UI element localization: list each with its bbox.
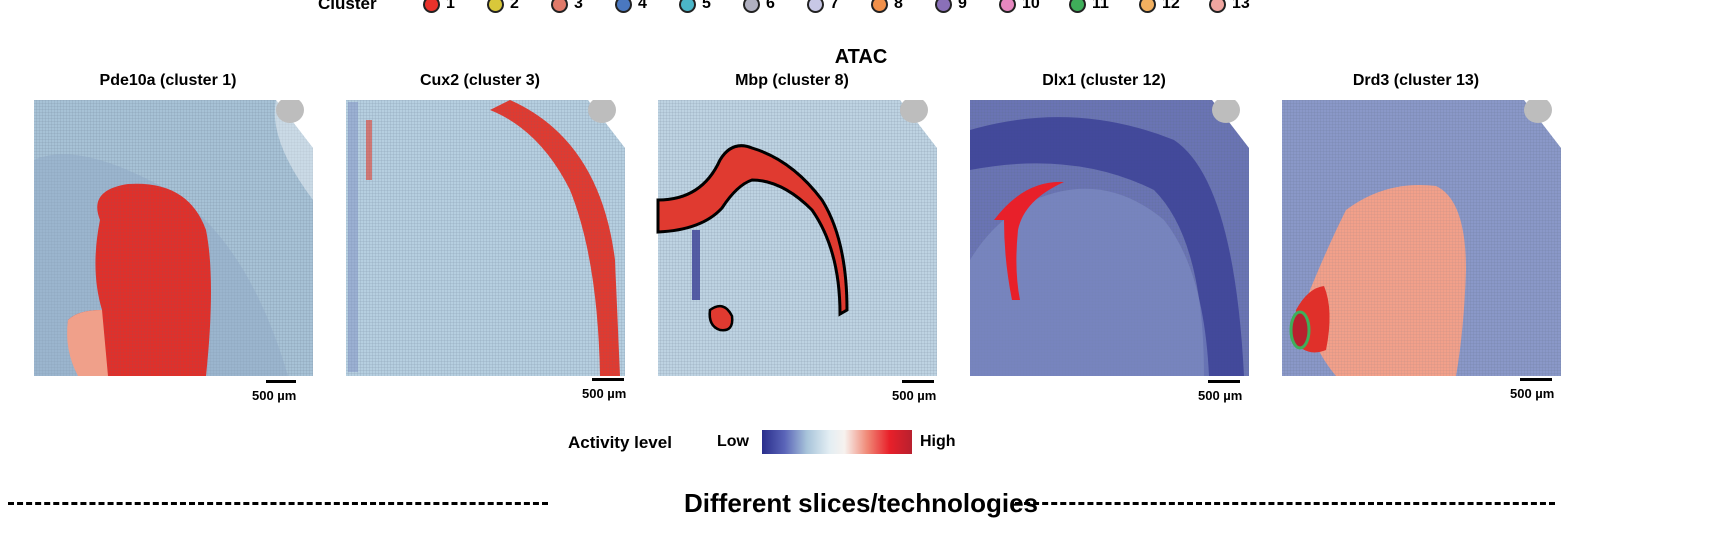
tissue-map-cux2 — [346, 100, 625, 376]
panel-mbp: Mbp (cluster 8) 500 µm — [642, 72, 942, 412]
panel-drd3: Drd3 (cluster 13) 500 µm — [1266, 72, 1566, 412]
legend-item: 9 — [935, 0, 967, 15]
tissue-map-mbp — [656, 100, 937, 376]
legend-dot — [807, 0, 824, 13]
legend-item: 13 — [1209, 0, 1250, 15]
legend-dot — [999, 0, 1016, 13]
panel-title: Drd3 (cluster 13) — [1352, 72, 1480, 89]
main-title: ATAC — [834, 46, 888, 68]
legend-dot — [679, 0, 696, 13]
scale-label: 500 µm — [892, 388, 937, 403]
section-title: Different slices/technologies — [684, 488, 1038, 518]
legend-item: 2 — [487, 0, 519, 15]
legend-label: 2 — [510, 0, 519, 12]
scale-bar — [592, 378, 624, 381]
scale-label: 500 µm — [582, 386, 627, 401]
panel-title: Pde10a (cluster 1) — [99, 72, 237, 89]
tissue-map-dlx1 — [970, 100, 1249, 376]
panel-title: Mbp (cluster 8) — [735, 72, 849, 89]
legend-dot — [551, 0, 568, 13]
colorbar-gradient — [762, 430, 912, 454]
legend-label: 7 — [830, 0, 839, 12]
legend-label: 3 — [574, 0, 583, 12]
tissue-map-drd3 — [1282, 100, 1561, 376]
panel-pde10a: Pde10a (cluster 1) 500 µm — [18, 72, 318, 412]
legend-label: 9 — [958, 0, 967, 12]
legend-item: 3 — [551, 0, 583, 15]
legend-dot — [423, 0, 440, 13]
scale-bar — [902, 380, 934, 383]
legend-item: 11 — [1069, 0, 1109, 15]
legend-dot — [487, 0, 504, 13]
legend-dot — [1069, 0, 1086, 13]
legend-label: 13 — [1232, 0, 1250, 12]
scale-label: 500 µm — [1198, 388, 1243, 403]
cluster-legend: Cluster 1 2 3 4 5 6 7 8 9 10 11 12 13 — [0, 0, 1722, 24]
activity-colorbar: Activity level Low High — [0, 428, 1722, 458]
scale-label: 500 µm — [252, 388, 297, 403]
legend-dot — [935, 0, 952, 13]
legend-label: 12 — [1162, 0, 1180, 12]
legend-label: 10 — [1022, 0, 1040, 12]
legend-title: Cluster — [318, 0, 377, 13]
panel-dlx1: Dlx1 (cluster 12) 500 µm — [954, 72, 1254, 412]
legend-label: 6 — [766, 0, 775, 12]
colorbar-low-label: Low — [717, 433, 749, 450]
legend-dot — [1209, 0, 1226, 13]
legend-dot — [615, 0, 632, 13]
colorbar-high-label: High — [920, 433, 956, 450]
legend-label: 1 — [446, 0, 455, 12]
tissue-map-pde10a — [34, 100, 313, 376]
section-divider: Different slices/technologies — [0, 484, 1722, 524]
legend-label: 4 — [638, 0, 647, 12]
panel-cux2: Cux2 (cluster 3) 500 µm — [330, 72, 630, 412]
legend-item: 6 — [743, 0, 775, 15]
legend-item: 7 — [807, 0, 839, 15]
legend-dot — [743, 0, 760, 13]
legend-item: 8 — [871, 0, 903, 15]
dashed-line — [8, 502, 548, 505]
legend-dot — [1139, 0, 1156, 13]
scale-bar — [266, 380, 296, 383]
legend-label: 11 — [1092, 0, 1109, 12]
panel-title: Cux2 (cluster 3) — [419, 72, 541, 89]
legend-item: 10 — [999, 0, 1040, 15]
panel-title: Dlx1 (cluster 12) — [1042, 72, 1166, 89]
colorbar-title: Activity level — [568, 433, 672, 452]
legend-label: 5 — [702, 0, 711, 12]
legend-label: 8 — [894, 0, 903, 12]
legend-item: 5 — [679, 0, 711, 15]
scale-bar — [1520, 378, 1552, 381]
scale-label: 500 µm — [1510, 386, 1555, 401]
legend-dot — [871, 0, 888, 13]
legend-item: 12 — [1139, 0, 1180, 15]
scale-bar — [1208, 380, 1240, 383]
legend-item: 4 — [615, 0, 647, 15]
legend-item: 1 — [423, 0, 455, 15]
dashed-line — [1015, 502, 1555, 505]
